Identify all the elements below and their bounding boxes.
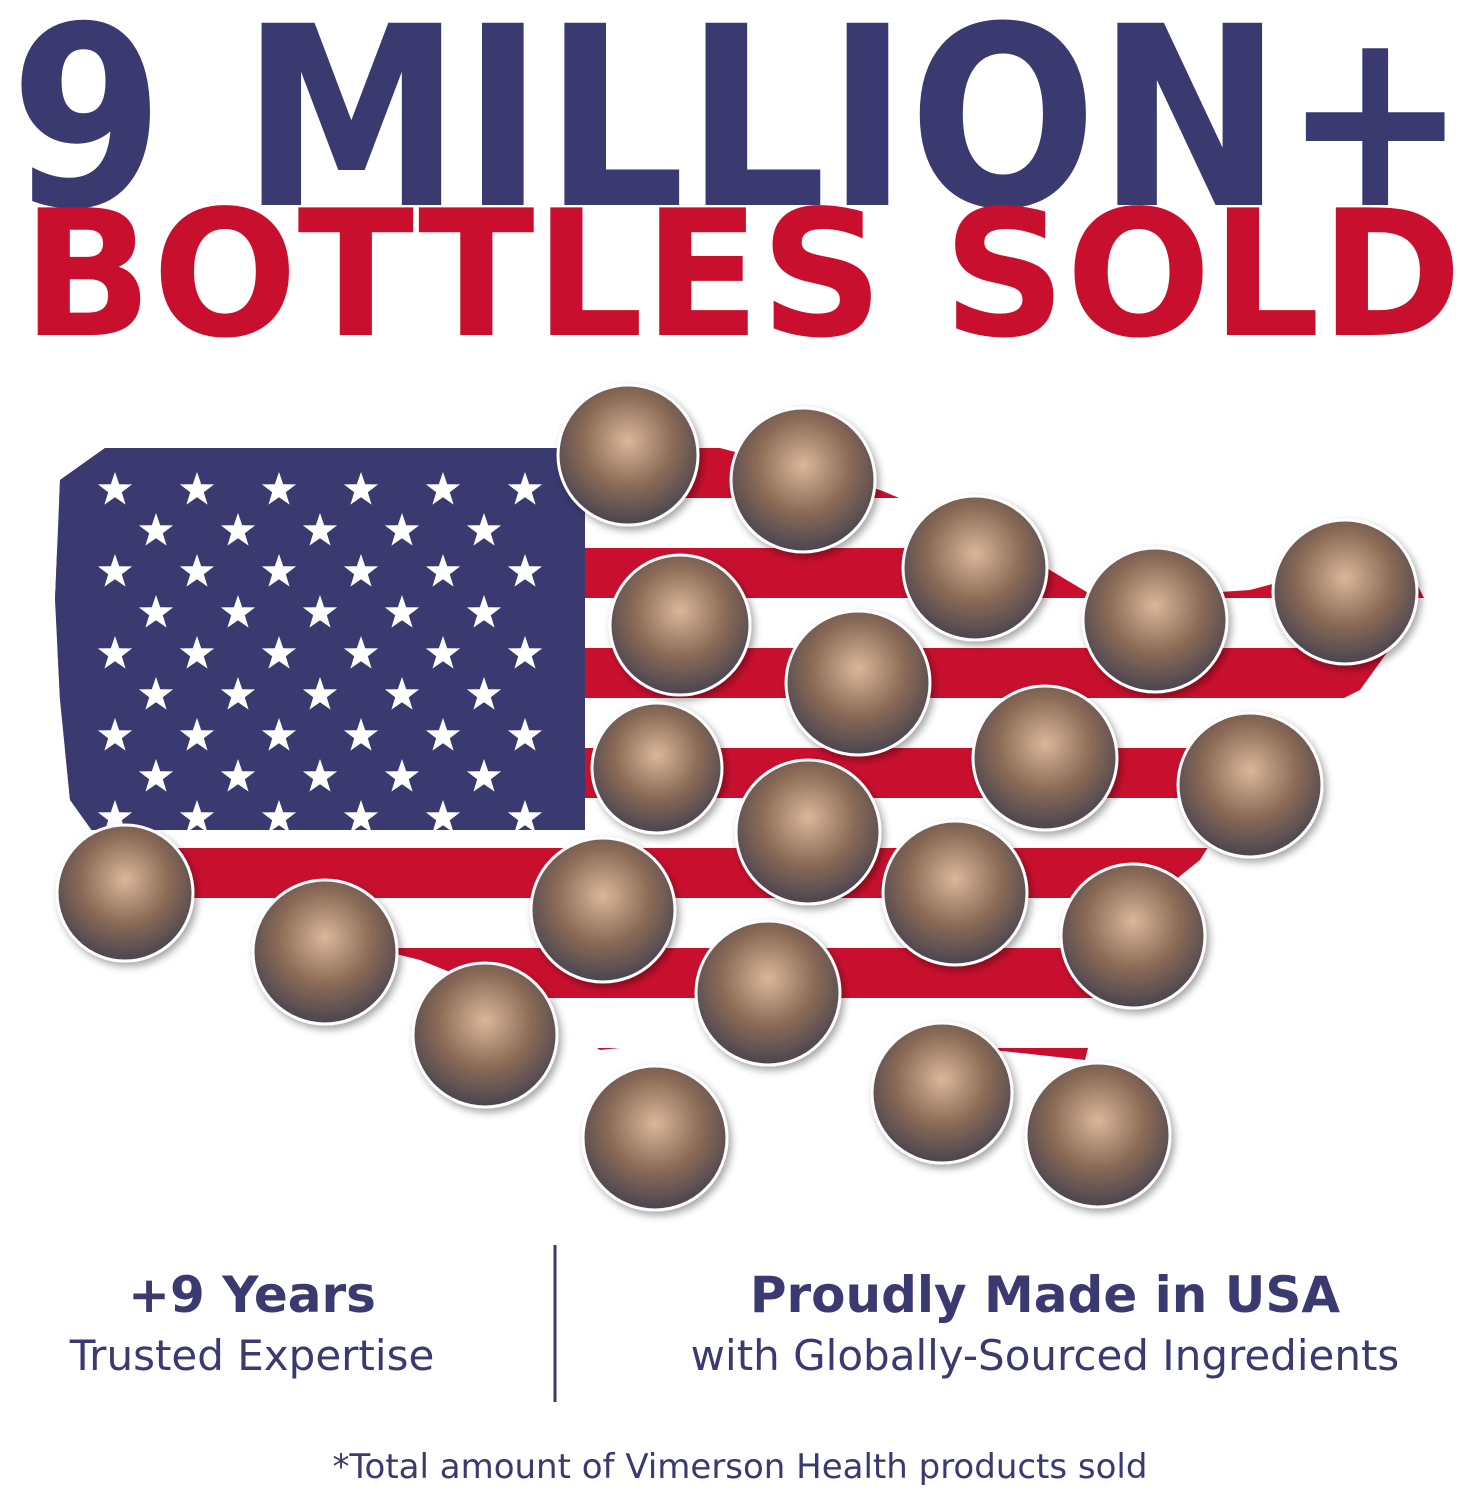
- footnote: *Total amount of Vimerson Health product…: [333, 1447, 1148, 1487]
- star: [220, 759, 256, 792]
- star: [466, 595, 502, 628]
- star: [138, 595, 174, 628]
- star: [138, 513, 174, 546]
- stat-subtitle: with Globally-Sourced Ingredients: [691, 1331, 1400, 1380]
- star: [179, 800, 215, 833]
- star: [425, 718, 461, 751]
- star: [179, 718, 215, 751]
- star: [179, 636, 215, 669]
- photo: [1271, 518, 1419, 666]
- star: [343, 554, 379, 587]
- star: [261, 636, 297, 669]
- photo: [55, 823, 195, 963]
- star: [384, 759, 420, 792]
- star: [302, 677, 338, 710]
- star: [425, 636, 461, 669]
- star: [384, 595, 420, 628]
- star: [138, 759, 174, 792]
- star: [261, 718, 297, 751]
- star: [507, 554, 543, 587]
- star: [425, 472, 461, 505]
- star: [302, 759, 338, 792]
- star: [220, 677, 256, 710]
- headline-line2: BOTTLES SOLD: [22, 174, 1462, 377]
- star: [138, 677, 174, 710]
- photo: [881, 819, 1029, 967]
- headline-line1: 9 MILLION+: [10, 0, 1468, 264]
- photo: [870, 1021, 1014, 1165]
- star: [425, 800, 461, 833]
- star: [343, 800, 379, 833]
- star: [343, 472, 379, 505]
- star: [507, 472, 543, 505]
- photo: [590, 701, 724, 835]
- photo: [971, 684, 1119, 832]
- star: [97, 800, 133, 833]
- star: [507, 636, 543, 669]
- star: [261, 472, 297, 505]
- star: [384, 677, 420, 710]
- star: [425, 554, 461, 587]
- photo: [529, 836, 677, 984]
- star: [507, 718, 543, 751]
- star: [220, 595, 256, 628]
- photo: [784, 609, 932, 757]
- photo: [734, 758, 882, 906]
- star: [384, 513, 420, 546]
- photo: [608, 553, 752, 697]
- star: [466, 759, 502, 792]
- photo: [1024, 1061, 1172, 1209]
- photo: [251, 878, 399, 1026]
- photo: [1081, 546, 1229, 694]
- photo: [1059, 862, 1207, 1010]
- stat-title: +9 Years: [128, 1266, 376, 1324]
- star: [97, 718, 133, 751]
- stat-title: Proudly Made in USA: [750, 1266, 1341, 1324]
- photo: [581, 1064, 729, 1212]
- photos: [55, 383, 1419, 1212]
- photo: [411, 961, 559, 1109]
- star: [302, 513, 338, 546]
- photo: [729, 406, 877, 554]
- star: [220, 513, 256, 546]
- star: [97, 554, 133, 587]
- stat-subtitle: Trusted Expertise: [69, 1331, 435, 1380]
- photo: [694, 919, 842, 1067]
- star: [466, 677, 502, 710]
- star: [97, 636, 133, 669]
- star: [507, 800, 543, 833]
- photo: [901, 494, 1049, 642]
- star: [97, 472, 133, 505]
- star: [466, 513, 502, 546]
- photo: [556, 383, 700, 527]
- photo: [1176, 711, 1324, 859]
- star: [343, 718, 379, 751]
- star: [302, 595, 338, 628]
- star: [179, 472, 215, 505]
- star: [261, 554, 297, 587]
- star: [179, 554, 215, 587]
- star: [261, 800, 297, 833]
- star: [343, 636, 379, 669]
